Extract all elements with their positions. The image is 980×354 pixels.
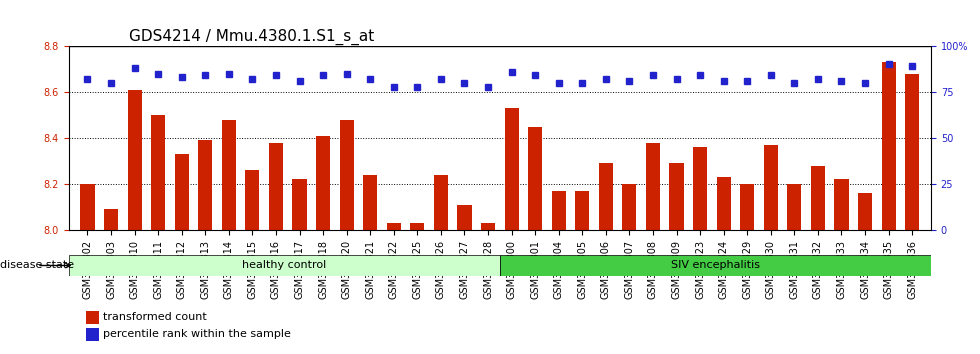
Bar <box>434 175 448 230</box>
Text: SIV encephalitis: SIV encephalitis <box>671 261 760 270</box>
Bar <box>387 223 401 230</box>
Bar <box>174 154 189 230</box>
Bar <box>80 184 94 230</box>
Bar <box>316 136 330 230</box>
Bar <box>528 127 542 230</box>
Bar <box>481 223 495 230</box>
Bar <box>858 193 872 230</box>
Text: transformed count: transformed count <box>103 312 207 322</box>
Bar <box>716 177 731 230</box>
Bar <box>221 120 236 230</box>
Bar <box>599 164 612 230</box>
Bar <box>740 184 755 230</box>
Bar <box>411 223 424 230</box>
Bar <box>86 328 99 341</box>
Bar <box>906 74 919 230</box>
Bar <box>669 164 684 230</box>
Bar <box>458 205 471 230</box>
Bar <box>86 311 99 324</box>
Bar <box>151 115 166 230</box>
Text: GDS4214 / Mmu.4380.1.S1_s_at: GDS4214 / Mmu.4380.1.S1_s_at <box>129 28 374 45</box>
Bar <box>245 170 260 230</box>
Text: disease state: disease state <box>0 261 74 270</box>
Bar <box>505 108 518 230</box>
Bar <box>763 145 778 230</box>
Bar <box>834 179 849 230</box>
Text: percentile rank within the sample: percentile rank within the sample <box>103 329 291 339</box>
Bar <box>552 191 565 230</box>
Bar <box>693 147 708 230</box>
Bar <box>575 191 589 230</box>
Bar <box>127 90 142 230</box>
Bar <box>364 175 377 230</box>
Bar <box>500 255 931 276</box>
Bar <box>810 166 825 230</box>
Bar <box>622 184 636 230</box>
Bar <box>69 255 500 276</box>
Bar <box>198 140 213 230</box>
Bar <box>104 209 118 230</box>
Bar <box>646 143 660 230</box>
Text: healthy control: healthy control <box>242 261 326 270</box>
Bar <box>269 143 283 230</box>
Bar <box>787 184 802 230</box>
Bar <box>882 62 896 230</box>
Bar <box>340 120 354 230</box>
Bar <box>292 179 307 230</box>
